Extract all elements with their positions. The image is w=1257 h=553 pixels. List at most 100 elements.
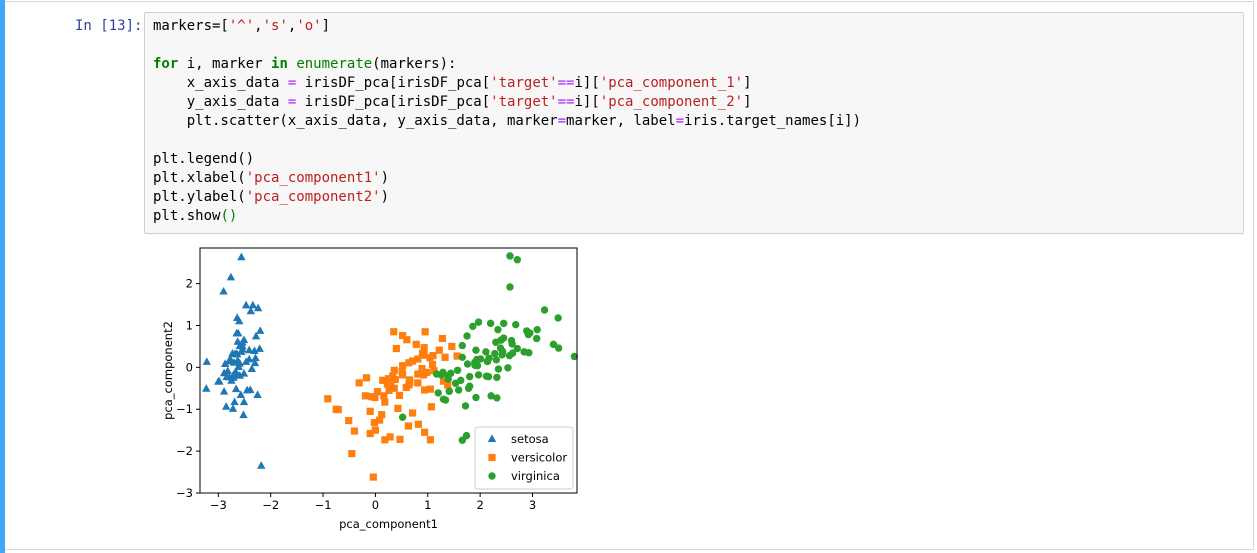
versicolor-point [368, 393, 376, 401]
virginica-point [513, 344, 522, 353]
virginica-point [506, 252, 514, 260]
code-line-1: markers=['^','s','o'] [153, 18, 331, 34]
code-line-5: y_axis_data = irisDF_pca[irisDF_pca['tar… [153, 94, 752, 110]
y-tick-label: −3 [176, 486, 193, 500]
virginica-point [471, 358, 479, 367]
virginica-point [526, 329, 534, 337]
versicolor-point [361, 392, 370, 400]
versicolor-point [421, 428, 429, 436]
versicolor-point [371, 426, 380, 434]
x-tick-label: 1 [424, 498, 431, 512]
virginica-point [434, 389, 442, 397]
versicolor-point [414, 370, 422, 378]
versicolor-point [419, 371, 428, 379]
virginica-point [461, 402, 470, 410]
y-tick-label: 1 [186, 318, 193, 332]
input-prompt: In [13]: [75, 18, 143, 34]
x-tick-label: −1 [315, 498, 332, 512]
virginica-point [465, 372, 474, 381]
legend-marker-setosa [487, 434, 497, 442]
legend-marker-virginica [488, 472, 496, 480]
setosa-point [235, 358, 244, 367]
versicolor-point [370, 419, 378, 427]
versicolor-point [438, 334, 447, 343]
virginica-point [472, 393, 480, 402]
legend-label-versicolor: versicolor [511, 451, 567, 465]
versicolor-point [392, 344, 400, 353]
versicolor-point [420, 344, 428, 352]
setosa-point [239, 369, 249, 377]
versicolor-point [426, 354, 434, 362]
setosa-point [219, 286, 228, 295]
versicolor-point [421, 328, 429, 336]
versicolor-point [373, 388, 382, 396]
virginica-point [494, 365, 503, 373]
x-tick-label: −3 [210, 498, 227, 512]
x-tick-label: 2 [476, 498, 483, 512]
setosa-point [239, 410, 248, 419]
versicolor-point [369, 473, 377, 481]
setosa-point [220, 359, 230, 368]
virginica-point [458, 341, 467, 350]
cell-output: −3 −2 −1 0 1 2 3 −3 −2 −1 0 1 2 pca_component1 pca_c… [160, 240, 590, 544]
setosa-point [237, 252, 246, 261]
versicolor-point [355, 379, 363, 387]
x-tick-label: −2 [262, 498, 279, 512]
virginica-point [504, 364, 512, 372]
virginica-point [482, 348, 490, 356]
versicolor-point [414, 355, 422, 363]
code-line-4: x_axis_data = irisDF_pca[irisDF_pca['tar… [153, 75, 752, 91]
virginica-point [458, 436, 467, 444]
setosa-point [253, 390, 262, 398]
versicolor-point [380, 392, 388, 400]
versicolor-point [428, 360, 437, 369]
versicolor-point [381, 398, 389, 406]
setosa-point [255, 344, 264, 352]
y-tick-label: −1 [176, 402, 193, 416]
virginica-point [445, 387, 453, 395]
versicolor-point [383, 380, 392, 388]
virginica-point [472, 346, 480, 354]
virginica-point [469, 322, 477, 331]
versicolor-point [378, 411, 386, 419]
versicolor-point [421, 386, 429, 394]
virginica-point [474, 371, 483, 379]
setosa-point [228, 404, 238, 412]
versicolor-point [426, 436, 434, 444]
versicolor-point [418, 351, 427, 359]
code-text[interactable]: markers=['^','s','o'] for i, marker in e… [153, 17, 861, 226]
versicolor-point [362, 374, 371, 382]
virginica-point [533, 325, 541, 334]
setosa-point [257, 461, 266, 469]
axis-ticks: −3 −2 −1 0 1 2 3 −3 −2 −1 0 1 2 [176, 277, 536, 512]
versicolor-point [399, 371, 407, 379]
versicolor-point [426, 385, 434, 393]
virginica-point [505, 351, 514, 360]
versicolor-point [404, 422, 412, 430]
legend-box [474, 426, 574, 490]
x-tick-label: 0 [372, 498, 379, 512]
virginica-point [520, 348, 528, 356]
setosa-point [219, 387, 229, 395]
plot-marks [202, 252, 579, 481]
virginica-point [493, 394, 501, 402]
selected-cell-indicator [0, 0, 5, 553]
versicolor-point [391, 375, 399, 384]
legend: setosa versicolor virginica [474, 426, 574, 490]
virginica-point [494, 325, 502, 334]
plot-frame [199, 247, 578, 494]
code-editor[interactable]: markers=['^','s','o'] for i, marker in e… [144, 12, 1244, 234]
setosa-point [202, 384, 211, 392]
legend-marker-versicolor [488, 453, 496, 462]
code-line-8: plt.legend() [153, 151, 255, 167]
setosa-point [232, 328, 241, 337]
virginica-point [432, 370, 441, 378]
setosa-point [256, 326, 265, 334]
setosa-point [230, 397, 239, 406]
virginica-point [570, 352, 579, 361]
y-tick-label: 2 [186, 277, 193, 291]
virginica-point [497, 336, 505, 344]
setosa-point [245, 354, 254, 363]
versicolor-point [399, 362, 407, 370]
versicolor-point [390, 366, 398, 374]
